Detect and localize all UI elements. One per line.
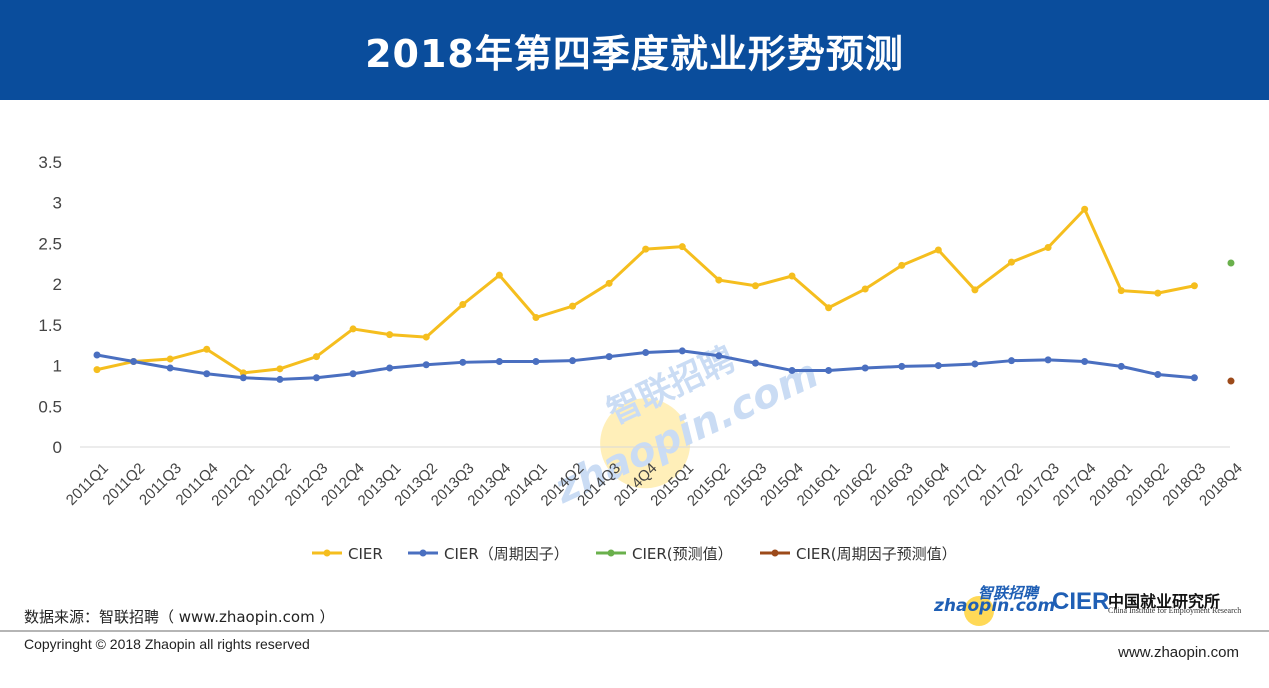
legend-swatch-marker bbox=[607, 549, 615, 557]
data-point-series-0 bbox=[459, 300, 467, 308]
legend-swatch-marker bbox=[323, 549, 331, 557]
y-tick-label: 3 bbox=[53, 194, 62, 213]
data-point-series-0 bbox=[276, 365, 284, 373]
data-point-series-0 bbox=[312, 353, 320, 361]
data-point-series-1 bbox=[166, 364, 174, 372]
data-point-series-0 bbox=[422, 333, 430, 341]
y-tick-label: 3.5 bbox=[38, 153, 62, 172]
data-point-series-1 bbox=[751, 359, 759, 367]
data-point-series-1 bbox=[130, 357, 138, 365]
data-point-series-1 bbox=[312, 374, 320, 382]
data-point-series-0 bbox=[1190, 282, 1198, 290]
y-tick-label: 1.5 bbox=[38, 316, 62, 335]
data-point-series-0 bbox=[898, 261, 906, 269]
data-point-series-0 bbox=[1117, 287, 1125, 295]
data-point-series-0 bbox=[788, 272, 796, 280]
data-point-series-0 bbox=[495, 271, 503, 279]
zhaopin-logo: 智联招聘 zhaopin.com bbox=[930, 582, 1055, 626]
data-point-series-1 bbox=[532, 357, 540, 365]
y-tick-label: 2 bbox=[53, 275, 62, 294]
zhaopin-logo-cn: 智联招聘 bbox=[978, 584, 1039, 602]
data-point-series-1 bbox=[349, 370, 357, 378]
data-point-series-1 bbox=[1154, 371, 1162, 379]
legend-label: CIER(预测值） bbox=[632, 545, 733, 563]
data-point-series-1 bbox=[1044, 356, 1052, 364]
data-point-series-1 bbox=[1008, 357, 1015, 365]
data-point-series-0 bbox=[1008, 258, 1015, 266]
zhaopin-logo-dot-icon bbox=[964, 596, 994, 626]
data-point-series-1 bbox=[898, 362, 906, 370]
data-point-series-0 bbox=[678, 243, 686, 251]
data-point-series-0 bbox=[642, 245, 650, 253]
data-point-series-1 bbox=[825, 366, 833, 374]
data-point-series-0 bbox=[861, 285, 869, 293]
cier-logo-en: CIER bbox=[1052, 588, 1110, 615]
data-point-series-3 bbox=[1227, 377, 1235, 385]
legend-label: CIER（周期因子） bbox=[444, 545, 569, 563]
data-point-series-1 bbox=[788, 366, 796, 374]
data-point-series-0 bbox=[93, 366, 101, 374]
data-point-series-1 bbox=[422, 361, 430, 369]
y-tick-label: 0.5 bbox=[38, 397, 62, 416]
data-point-series-0 bbox=[971, 286, 979, 294]
data-point-series-0 bbox=[1044, 243, 1052, 251]
data-point-series-1 bbox=[203, 370, 211, 378]
data-point-series-0 bbox=[203, 345, 211, 353]
legend-label: CIER bbox=[348, 545, 383, 563]
data-point-series-0 bbox=[751, 282, 759, 290]
data-point-series-1 bbox=[934, 362, 942, 370]
title-banner: 2018年第四季度就业形势预测 bbox=[0, 0, 1269, 100]
data-point-series-0 bbox=[1154, 289, 1162, 297]
data-point-series-1 bbox=[1190, 374, 1198, 382]
data-point-series-1 bbox=[459, 358, 467, 366]
zhaopin-logo-en: zhaopin.com bbox=[934, 596, 1056, 616]
website-url: www.zhaopin.com bbox=[1118, 644, 1239, 661]
data-point-series-1 bbox=[386, 364, 394, 372]
data-point-series-1 bbox=[276, 375, 284, 383]
legend-label: CIER(周期因子预测值） bbox=[796, 545, 957, 563]
data-point-series-0 bbox=[605, 279, 613, 287]
watermark-circle-icon bbox=[600, 398, 691, 489]
data-point-series-0 bbox=[386, 331, 394, 339]
page-title: 2018年第四季度就业形势预测 bbox=[365, 31, 904, 76]
legend-swatch-marker bbox=[771, 549, 779, 557]
data-point-series-1 bbox=[678, 347, 686, 355]
copyright-text: Copyringht © 2018 Zhaopin all rights res… bbox=[24, 636, 310, 652]
data-point-series-1 bbox=[1117, 362, 1125, 370]
data-point-series-0 bbox=[1081, 205, 1089, 213]
data-point-series-1 bbox=[495, 357, 503, 365]
y-tick-label: 2.5 bbox=[38, 234, 62, 253]
line-chart: 智联招聘zhaopin.com00.511.522.533.52011Q1201… bbox=[38, 153, 1245, 563]
data-point-series-0 bbox=[532, 314, 540, 322]
y-tick-label: 0 bbox=[53, 438, 62, 457]
data-point-series-0 bbox=[239, 369, 247, 377]
series-line-0 bbox=[96, 207, 1195, 375]
data-point-series-0 bbox=[349, 325, 357, 333]
cier-logo-subtitle: China Institute for Employment Research bbox=[1108, 606, 1242, 615]
data-point-series-1 bbox=[93, 351, 101, 359]
data-point-series-1 bbox=[605, 353, 613, 361]
data-point-series-0 bbox=[715, 276, 723, 284]
legend-swatch-marker bbox=[419, 549, 427, 557]
data-point-series-0 bbox=[825, 304, 833, 312]
data-point-series-1 bbox=[971, 360, 979, 368]
data-point-series-1 bbox=[569, 357, 577, 365]
footer-divider bbox=[0, 630, 1269, 632]
data-point-series-1 bbox=[239, 374, 247, 382]
data-point-series-1 bbox=[642, 349, 650, 357]
data-point-series-0 bbox=[934, 246, 942, 254]
data-point-series-1 bbox=[1081, 357, 1089, 365]
data-source-note: 数据来源：智联招聘（ www.zhaopin.com ） bbox=[24, 608, 335, 626]
data-point-series-0 bbox=[166, 355, 174, 363]
data-point-series-1 bbox=[715, 352, 723, 360]
data-point-series-1 bbox=[861, 364, 869, 372]
data-point-series-0 bbox=[569, 302, 577, 310]
y-tick-label: 1 bbox=[53, 357, 62, 376]
data-point-series-2 bbox=[1227, 259, 1235, 267]
cier-logo-cn: 中国就业研究所 bbox=[1108, 592, 1221, 611]
